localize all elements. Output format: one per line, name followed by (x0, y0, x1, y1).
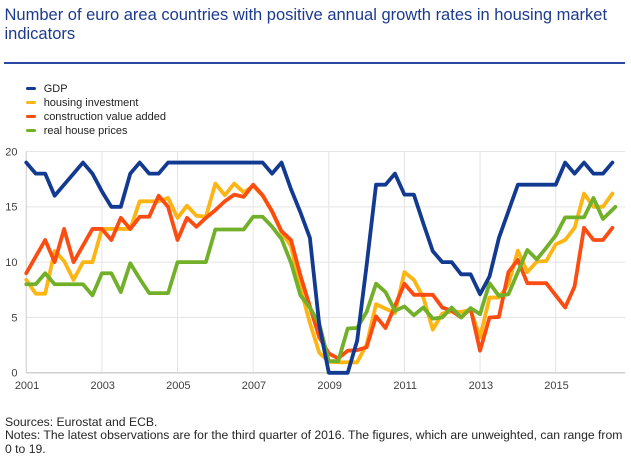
svg-text:2005: 2005 (166, 380, 190, 392)
svg-text:15: 15 (5, 202, 17, 214)
svg-text:2015: 2015 (544, 380, 568, 392)
svg-text:2007: 2007 (242, 380, 266, 392)
svg-text:2013: 2013 (469, 380, 493, 392)
svg-text:5: 5 (11, 312, 17, 324)
svg-text:20: 20 (5, 146, 17, 158)
svg-text:2001: 2001 (15, 380, 39, 392)
svg-text:10: 10 (5, 257, 17, 269)
svg-text:0: 0 (11, 368, 17, 380)
svg-text:2011: 2011 (393, 380, 417, 392)
svg-text:2003: 2003 (90, 380, 114, 392)
svg-text:2009: 2009 (317, 380, 341, 392)
